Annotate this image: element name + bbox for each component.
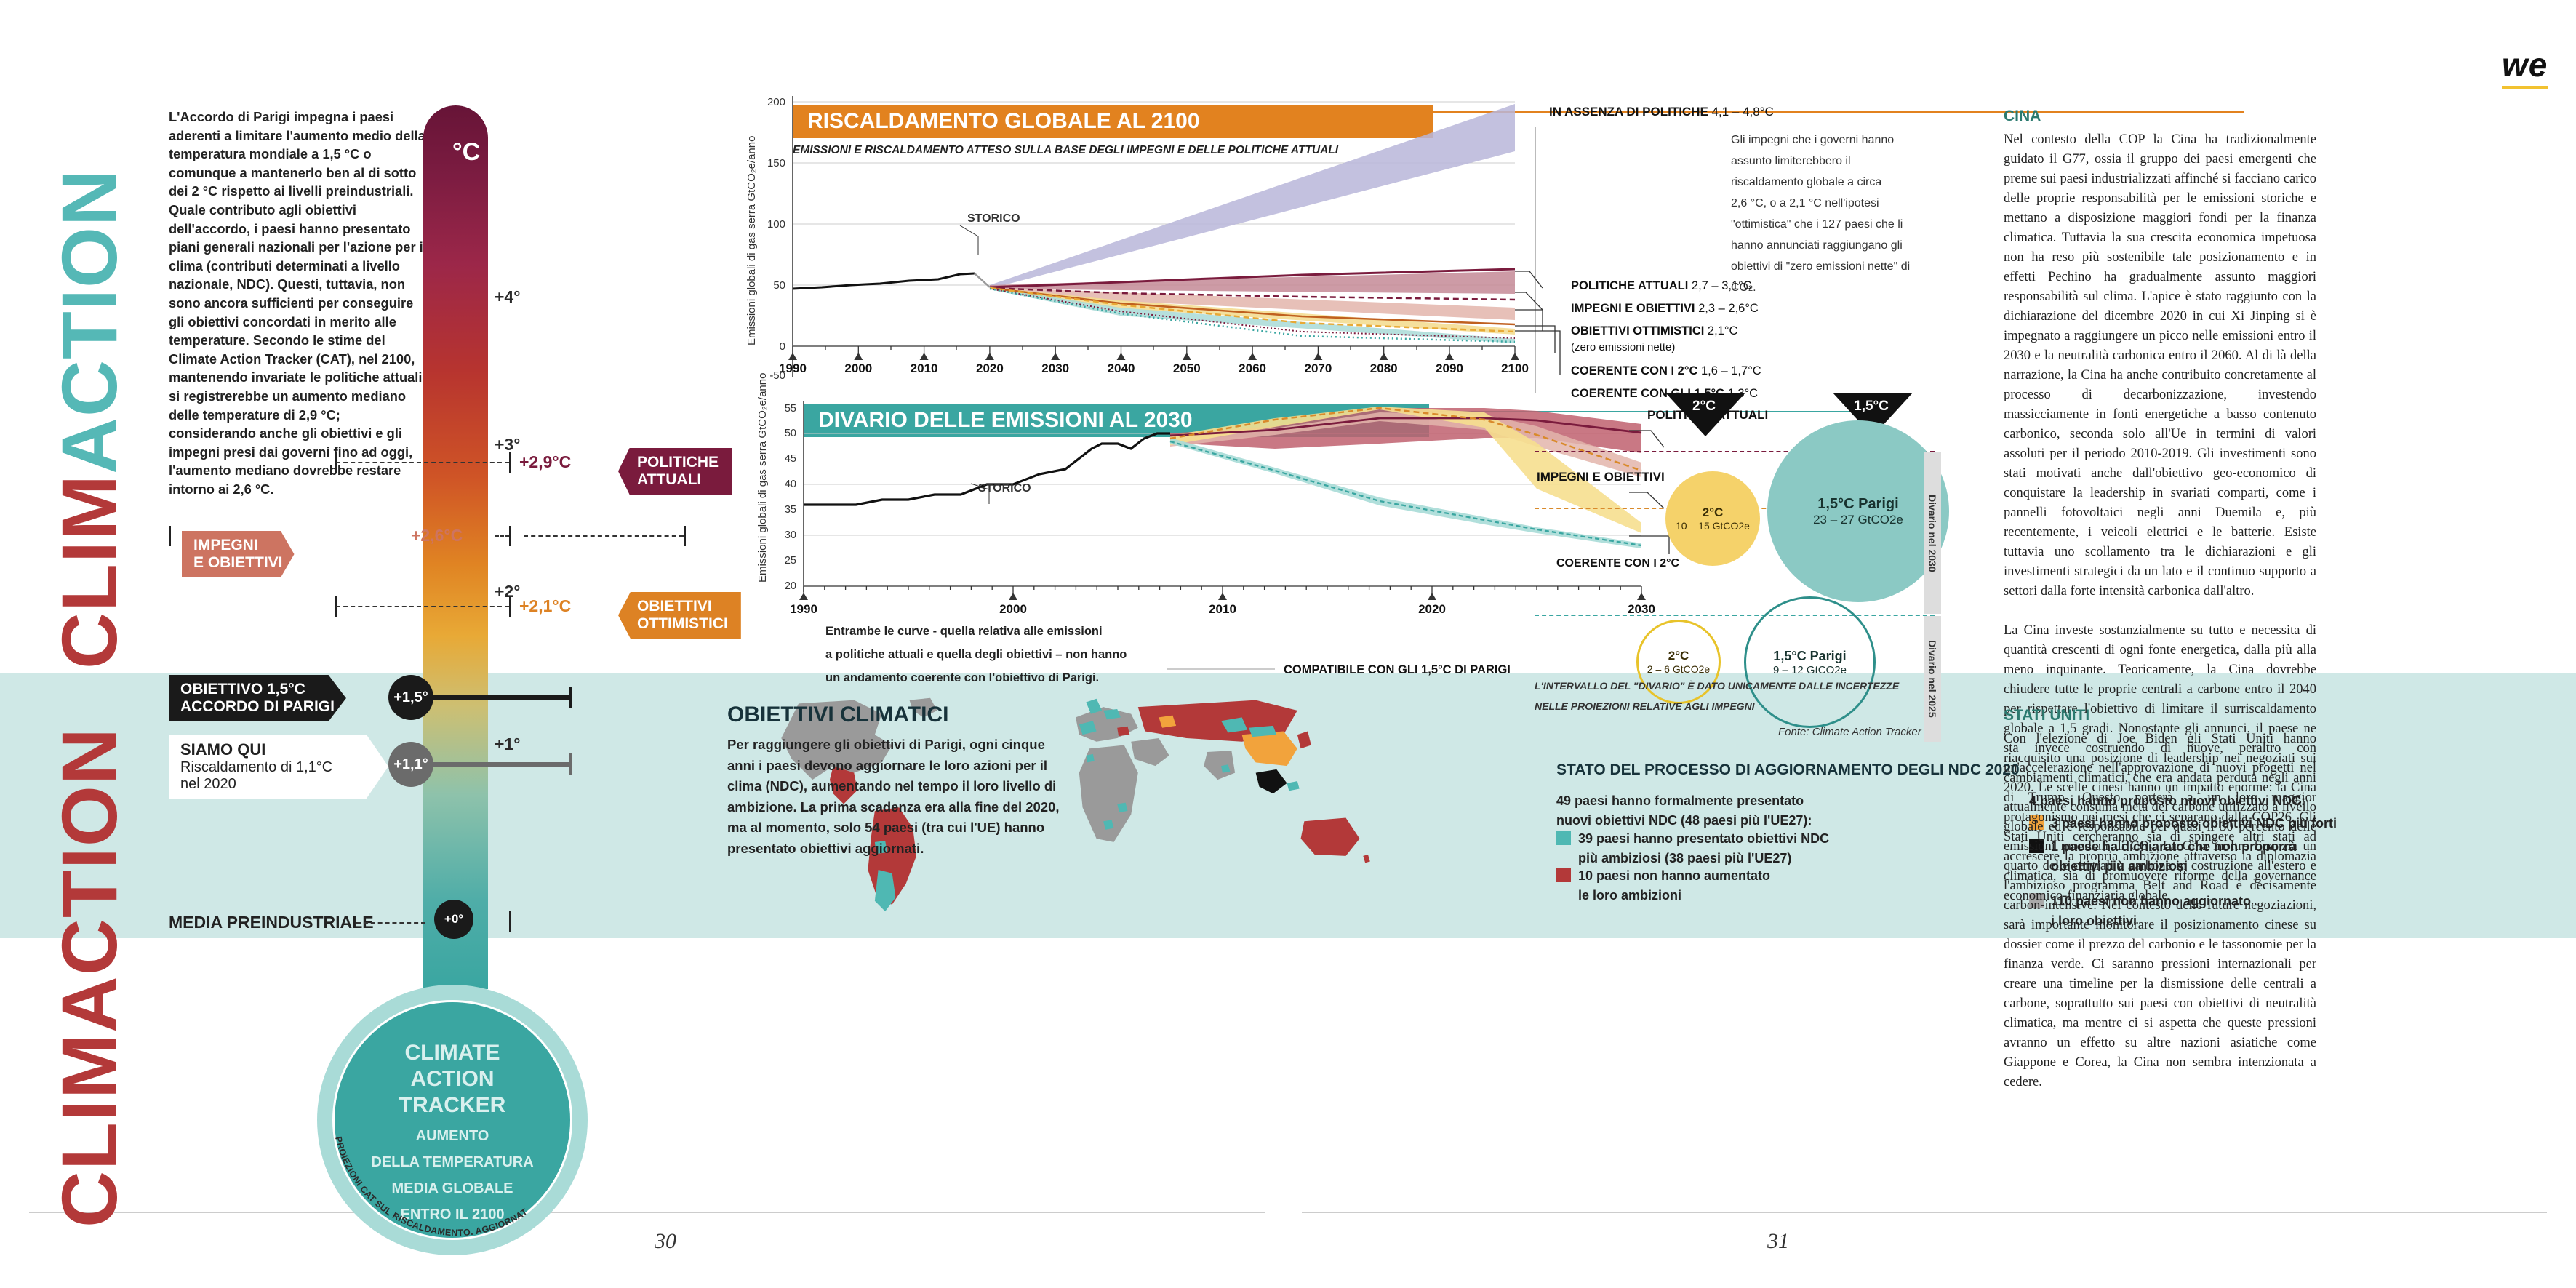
svg-text:2040: 2040 — [1108, 361, 1135, 375]
svg-text:2000: 2000 — [999, 602, 1027, 616]
svg-text:STORICO: STORICO — [967, 212, 1020, 225]
svg-text:2080: 2080 — [1370, 361, 1398, 375]
svg-text:Emissioni globali di gas serra: Emissioni globali di gas serra GtCO₂e/an… — [745, 136, 758, 345]
svg-text:200: 200 — [767, 96, 785, 108]
svg-text:un andamento coerente con l'ob: un andamento coerente con l'obiettivo di… — [825, 671, 1099, 684]
svg-text:40: 40 — [785, 479, 796, 490]
svg-text:150: 150 — [767, 157, 785, 169]
svg-text:45: 45 — [785, 453, 796, 465]
svg-text:35: 35 — [785, 504, 796, 516]
svg-text:2070: 2070 — [1304, 361, 1332, 375]
svg-text:COMPATIBILE CON GLI 1,5°C DI P: COMPATIBILE CON GLI 1,5°C DI PARIGI — [1284, 663, 1511, 676]
svg-text:2090: 2090 — [1436, 361, 1463, 375]
svg-text:0: 0 — [780, 340, 785, 353]
svg-text:Entrambe le curve - quella rel: Entrambe le curve - quella relativa alle… — [825, 625, 1103, 638]
svg-text:1990: 1990 — [779, 361, 807, 375]
svg-text:2060: 2060 — [1239, 361, 1266, 375]
svg-text:25: 25 — [785, 555, 796, 567]
svg-text:50: 50 — [773, 279, 785, 292]
svg-text:100: 100 — [767, 218, 785, 231]
svg-text:2030: 2030 — [1041, 361, 1069, 375]
svg-text:2010: 2010 — [911, 361, 938, 375]
svg-text:2020: 2020 — [1418, 602, 1446, 616]
svg-text:30: 30 — [785, 529, 796, 541]
svg-text:1990: 1990 — [790, 602, 817, 616]
svg-text:2020: 2020 — [976, 361, 1004, 375]
svg-text:20: 20 — [785, 580, 796, 592]
svg-text:Emissioni globali di gas serra: Emissioni globali di gas serra GtCO₂e/an… — [756, 373, 769, 583]
svg-text:2000: 2000 — [844, 361, 872, 375]
svg-text:2050: 2050 — [1173, 361, 1201, 375]
svg-text:a politiche attuali e quella d: a politiche attuali e quella degli obiet… — [825, 648, 1127, 661]
svg-text:2010: 2010 — [1209, 602, 1236, 616]
svg-text:PROIEZIONI CAT SUL RISCALDAMEN: PROIEZIONI CAT SUL RISCALDAMENTO. AGGIOR… — [317, 985, 529, 1238]
svg-text:55: 55 — [785, 403, 796, 415]
svg-text:50: 50 — [785, 428, 796, 439]
